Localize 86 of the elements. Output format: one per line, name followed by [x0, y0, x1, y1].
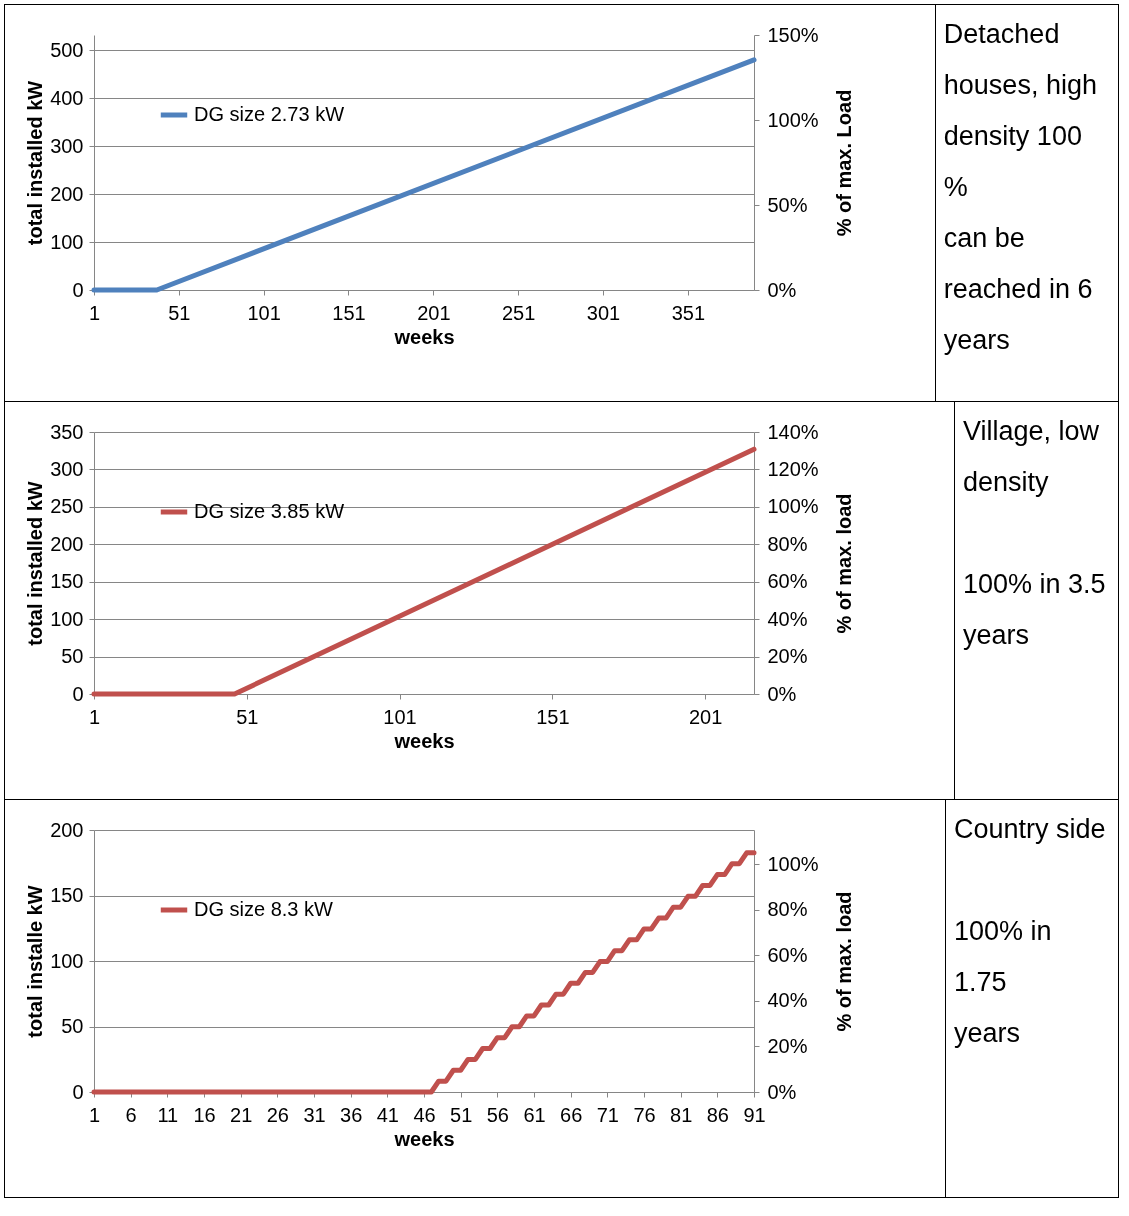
y2-tick-label: 100%	[767, 108, 819, 131]
x-tick-label: 91	[743, 1103, 766, 1126]
text: Village, low density	[963, 415, 1101, 499]
y2-tick-label: 60%	[767, 943, 808, 966]
x-tick-label: 26	[266, 1103, 289, 1126]
y-tick-label: 0	[72, 682, 84, 705]
text: 100% in 3.5 years	[963, 568, 1106, 652]
text: Country side	[953, 813, 1107, 846]
y2-tick-label: 60%	[767, 570, 808, 593]
y-tick-label: 100	[50, 607, 84, 630]
x-tick-label: 16	[193, 1103, 216, 1126]
y2-tick-label: 20%	[767, 1034, 808, 1057]
y2-tick-label: 100%	[767, 495, 819, 518]
x-tick-label: 201	[688, 705, 723, 728]
legend-label: DG size 3.85 kW	[194, 500, 345, 522]
x-tick-label: 86	[706, 1103, 729, 1126]
x-tick-label: 301	[586, 301, 621, 324]
y2-tick-label: 0%	[767, 1080, 797, 1103]
x-tick-label: 1	[88, 301, 101, 324]
y2-axis-title: % of max. Load	[832, 89, 855, 237]
y-tick-label: 50	[61, 1015, 84, 1037]
x-tick-label: 1	[88, 705, 101, 728]
y-tick-label: 150	[50, 570, 84, 593]
y-tick-label: 0	[72, 278, 84, 301]
x-tick-label: 101	[247, 301, 281, 324]
x-axis-title: weeks	[393, 729, 455, 752]
y2-tick-label: 50%	[767, 193, 808, 216]
y-tick-label: 300	[50, 134, 84, 157]
x-tick-label: 51	[236, 705, 259, 728]
x-tick-label: 6	[125, 1103, 137, 1126]
x-tick-label: 151	[536, 705, 570, 728]
y-tick-label: 500	[50, 38, 84, 61]
y2-tick-label: 80%	[767, 898, 808, 921]
y2-tick-label: 150%	[767, 23, 819, 46]
legend-label: DG size 8.3 kW	[194, 898, 334, 920]
y2-tick-label: 140%	[767, 420, 819, 443]
y-axis-title: total installed kW	[24, 80, 47, 246]
y2-tick-label: 40%	[767, 607, 808, 630]
x-tick-label: 351	[671, 301, 706, 324]
text: 100% in 1.75 years	[953, 915, 1053, 1050]
x-tick-label: 46	[413, 1103, 436, 1126]
y2-tick-label: 120%	[767, 457, 819, 480]
y-tick-label: 100	[50, 230, 84, 253]
x-tick-label: 1	[88, 1103, 101, 1126]
y-tick-label: 150	[50, 884, 84, 906]
x-tick-label: 56	[486, 1103, 509, 1126]
x-axis-title: weeks	[393, 1127, 455, 1150]
x-axis-title: weeks	[393, 325, 455, 348]
x-tick-label: 61	[523, 1103, 546, 1126]
text: Detached houses, high density 100 % can be reached in 6 years	[943, 18, 1098, 357]
y-tick-label: 200	[50, 182, 84, 205]
y2-tick-label: 80%	[767, 532, 808, 555]
y-axis-title: total installe kW	[24, 885, 47, 1038]
y2-tick-label: 20%	[767, 645, 808, 668]
x-tick-label: 81	[670, 1103, 693, 1126]
x-tick-label: 31	[303, 1103, 326, 1126]
x-tick-label: 251	[501, 301, 536, 324]
x-tick-label: 71	[596, 1103, 619, 1126]
y-tick-label: 200	[50, 532, 84, 555]
legend-label: DG size 2.73 kW	[194, 103, 345, 125]
y-tick-label: 350	[50, 420, 84, 443]
x-tick-label: 36	[340, 1103, 363, 1126]
x-tick-label: 51	[450, 1103, 473, 1126]
y-tick-label: 250	[50, 495, 84, 518]
y2-tick-label: 100%	[767, 852, 819, 875]
x-tick-label: 151	[332, 301, 366, 324]
y-tick-label: 50	[61, 645, 84, 668]
x-tick-label: 76	[633, 1103, 656, 1126]
y2-axis-title: % of max. load	[832, 891, 855, 1032]
y2-axis-title: % of max. load	[832, 493, 855, 634]
x-tick-label: 201	[417, 301, 451, 324]
y-tick-label: 300	[50, 457, 84, 480]
y-axis-title: total installed kW	[24, 481, 47, 646]
y2-tick-label: 40%	[767, 989, 808, 1012]
x-tick-label: 21	[230, 1103, 253, 1126]
x-tick-label: 11	[157, 1103, 179, 1126]
y-tick-label: 100	[50, 949, 84, 972]
x-tick-label: 101	[383, 705, 417, 728]
x-tick-label: 66	[560, 1103, 583, 1126]
y2-tick-label: 0%	[767, 278, 797, 301]
x-tick-label: 51	[168, 301, 191, 324]
y-tick-label: 400	[50, 86, 84, 109]
y-tick-label: 200	[50, 818, 84, 841]
y2-tick-label: 0%	[767, 682, 797, 705]
y-tick-label: 0	[72, 1080, 84, 1103]
x-tick-label: 41	[376, 1103, 399, 1126]
